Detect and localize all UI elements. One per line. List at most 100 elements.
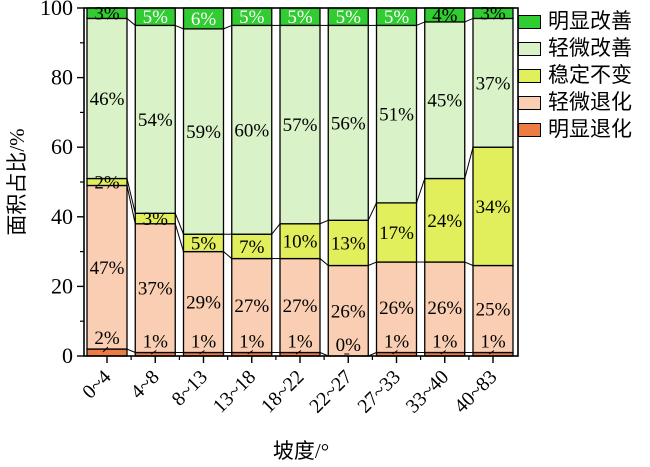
segment-label: 1%	[384, 332, 410, 353]
connector-line	[175, 24, 184, 30]
x-axis-title: 坡度/°	[272, 439, 330, 463]
segment-label: 29%	[186, 293, 221, 314]
segment-label: 13%	[331, 233, 366, 254]
bar-segment	[279, 223, 321, 260]
segment-label: 46%	[90, 89, 125, 110]
bar-segment	[182, 250, 225, 354]
segment-label: 5%	[287, 7, 313, 28]
label-leader-line	[488, 350, 495, 355]
label-leader-line	[247, 350, 254, 355]
connector-line	[223, 251, 233, 259]
label-leader-line	[392, 350, 398, 355]
legend-label: 轻微退化	[548, 90, 632, 114]
connector-line	[174, 223, 184, 252]
segment-label: 1%	[287, 332, 313, 353]
connector-line	[368, 261, 377, 266]
legend-item: 轻微退化	[518, 89, 632, 116]
y-tick-label: 60	[51, 134, 73, 159]
segment-label: 59%	[186, 122, 221, 143]
legend-item: 轻微改善	[518, 35, 632, 62]
y-tick-label: 80	[51, 65, 73, 90]
x-tick-label: 4~8	[126, 366, 163, 403]
x-tick-label: 13~18	[209, 366, 260, 417]
segment-label: 1%	[432, 332, 458, 353]
y-tick-label: 40	[51, 204, 73, 229]
segment-label: 24%	[427, 211, 462, 232]
bar-segment	[424, 21, 466, 180]
segment-label: 60%	[234, 120, 269, 141]
bar-segment	[86, 348, 128, 357]
segment-label: 47%	[90, 258, 125, 279]
legend-swatch	[518, 122, 541, 137]
legend-label: 轻微改善	[548, 36, 632, 60]
segment-label: 26%	[331, 301, 366, 322]
segment-label: 3%	[480, 4, 506, 25]
segment-label: 27%	[283, 296, 318, 317]
segment-label: 26%	[427, 298, 462, 319]
x-tick-label: 8~13	[168, 366, 212, 410]
connector-line	[126, 18, 136, 26]
label-leader-line	[102, 346, 109, 353]
legend-swatch	[518, 41, 541, 56]
bar-segment	[375, 24, 418, 204]
segment-label: 17%	[379, 223, 414, 244]
bar-segment	[279, 257, 321, 354]
bar-segment	[134, 24, 176, 214]
segment-label: 1%	[143, 332, 169, 353]
connector-line	[416, 178, 426, 204]
connector-line	[319, 219, 329, 225]
segment-label: 34%	[476, 197, 511, 218]
connector-line	[126, 348, 136, 353]
connector-line	[464, 147, 474, 179]
x-tick-label: 0~4	[78, 366, 115, 403]
segment-label: 5%	[239, 7, 265, 28]
connector-line	[126, 185, 136, 224]
y-axis-title: 面积占比/%	[5, 128, 29, 236]
label-leader-line	[150, 350, 157, 355]
y-tick-label: 20	[51, 273, 73, 298]
connector-line	[367, 202, 377, 221]
connector-line	[174, 213, 184, 235]
bar-segment	[279, 24, 321, 225]
legend-item: 明显改善	[518, 8, 632, 35]
legend-swatch	[518, 68, 541, 83]
connector-line	[464, 17, 474, 23]
label-leader-line	[295, 350, 302, 355]
segment-label: 2%	[94, 173, 120, 194]
x-tick-label: 18~22	[257, 366, 308, 417]
segment-label: 2%	[94, 328, 120, 349]
segment-label: 1%	[480, 332, 506, 353]
segment-label: 25%	[476, 300, 511, 321]
segment-label: 5%	[143, 7, 169, 28]
x-tick-label: 22~27	[305, 366, 356, 417]
connector-line	[319, 258, 329, 266]
y-tick-label: 100	[40, 0, 73, 20]
legend-label: 稳定不变	[548, 63, 632, 87]
legend-swatch	[518, 95, 541, 110]
connector-line	[464, 261, 474, 266]
x-tick-label: 27~33	[354, 366, 405, 417]
bar-segment	[424, 177, 466, 263]
connector-line	[126, 178, 136, 214]
segment-label: 45%	[427, 91, 462, 112]
bar-segment	[375, 261, 418, 354]
x-tick-label: 33~40	[402, 366, 453, 417]
bar-segment	[472, 264, 514, 354]
connector-line	[271, 223, 281, 235]
legend-swatch	[518, 14, 541, 29]
segment-label: 57%	[283, 115, 318, 136]
x-tick-label: 40~83	[450, 366, 501, 417]
label-leader-line	[199, 350, 205, 355]
connector-line	[223, 24, 232, 30]
label-leader-line	[440, 350, 447, 355]
segment-label: 3%	[94, 4, 120, 25]
bar-segment	[424, 261, 466, 354]
segment-label: 7%	[239, 237, 265, 258]
legend-label: 明显改善	[548, 9, 632, 33]
legend-item: 明显退化	[518, 116, 632, 143]
bar-segment	[231, 233, 273, 260]
segment-label: 10%	[283, 232, 318, 253]
segment-label: 3%	[143, 209, 169, 230]
segment-label: 26%	[379, 298, 414, 319]
